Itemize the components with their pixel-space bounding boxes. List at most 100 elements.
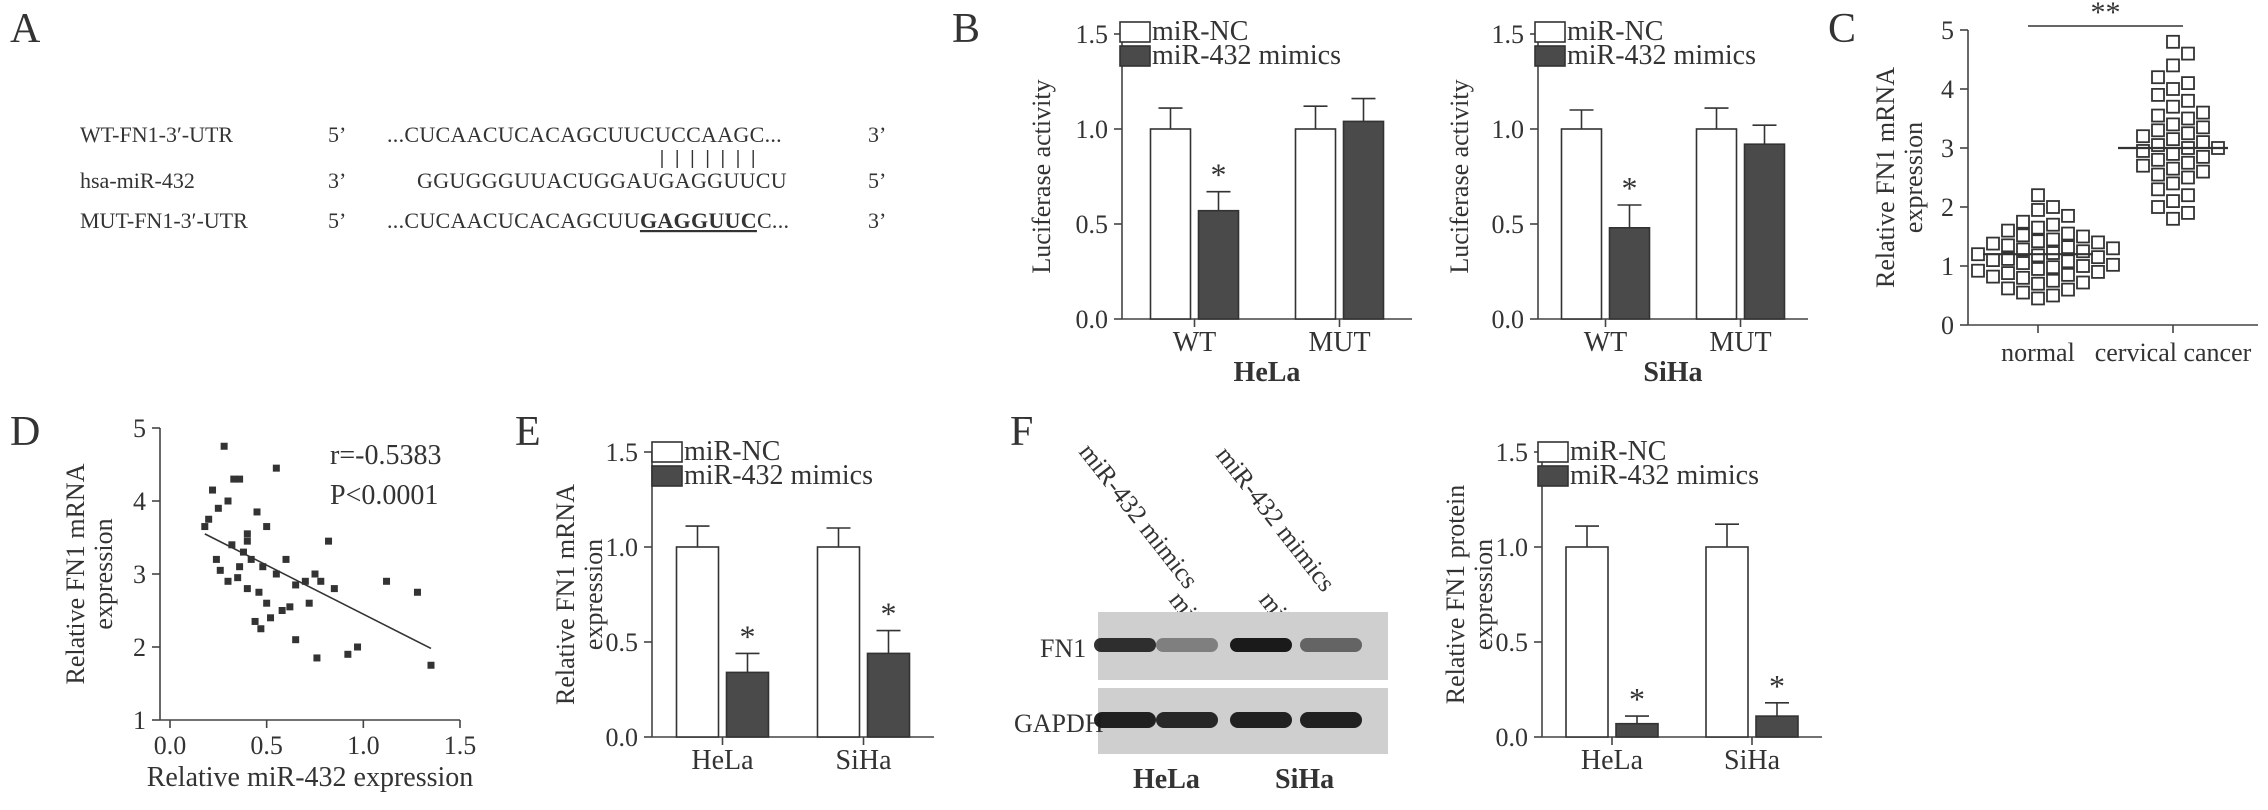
- data-point-normal: [1986, 253, 2000, 268]
- data-point: [224, 497, 232, 505]
- bar-mir-nc: [816, 546, 861, 738]
- data-point: [292, 581, 300, 589]
- data-point-cancer: [2166, 176, 2180, 191]
- y-axis-label: Luciferase activity: [1027, 79, 1056, 273]
- blot-band-gapdh: [1230, 712, 1292, 728]
- data-point-normal: [2016, 242, 2030, 257]
- bar-mir-nc: [1565, 546, 1609, 738]
- y-axis-label: Relative FN1 mRNA: [551, 484, 580, 705]
- y-tick-label: 0.0: [1496, 723, 1529, 752]
- data-point-normal: [2031, 203, 2045, 217]
- y-tick-label: 0.5: [1496, 628, 1529, 657]
- data-point-normal: [1971, 263, 1985, 278]
- y-tick-label: 2: [1941, 193, 1954, 222]
- y-tick-label: 0.0: [1492, 305, 1525, 334]
- data-point: [383, 577, 391, 585]
- data-point: [239, 548, 247, 556]
- y-axis-label: expression: [1469, 539, 1498, 650]
- data-point-cancer: [2181, 155, 2195, 170]
- blot-lane-label-2: miR-432 mimics: [1073, 438, 1204, 594]
- data-point: [236, 563, 244, 571]
- data-point-normal: [2061, 208, 2075, 223]
- y-tick-label: 5: [1941, 16, 1954, 45]
- data-point-normal: [2016, 256, 2030, 270]
- data-point-normal: [2046, 246, 2060, 260]
- significance-star: *: [1769, 668, 1785, 704]
- seq-row-2-sequence: GGUGGGUUACUGGAUGAGGUUCU: [417, 168, 787, 193]
- data-point-normal: [2046, 260, 2060, 275]
- y-axis-label: Luciferase activity: [1445, 79, 1474, 273]
- blot-band-gapdh: [1156, 712, 1218, 728]
- data-point: [311, 570, 319, 578]
- data-point-normal: [2016, 214, 2030, 229]
- seq-row-1-label: WT-FN1-3′-UTR: [80, 122, 233, 147]
- data-point-normal: [2001, 281, 2015, 296]
- blot-lane-label-4: miR-432 mimics: [1210, 441, 1341, 597]
- bar-mir-nc: [1695, 128, 1738, 320]
- data-point-normal: [2031, 291, 2045, 306]
- data-point-normal: [2016, 285, 2030, 300]
- data-point-normal: [2031, 188, 2045, 203]
- data-point: [243, 585, 251, 593]
- legend-label: miR-432 mimics: [684, 460, 873, 491]
- bar-mir-432-mimics: [1197, 209, 1240, 320]
- legend-label: miR-NC: [1567, 16, 1663, 47]
- panel-letter-d: D: [10, 409, 40, 455]
- data-point: [263, 599, 271, 607]
- y-tick-label: 1.0: [1496, 533, 1529, 562]
- panel-letter-e: E: [515, 409, 541, 455]
- data-point: [272, 464, 280, 472]
- data-point-cancer: [2151, 138, 2165, 152]
- data-point: [313, 654, 321, 662]
- y-tick-label: 1.5: [606, 438, 639, 467]
- blot-band-fn1: [1230, 638, 1292, 652]
- legend-swatch: [651, 441, 683, 463]
- x-tick-label: WT: [1584, 327, 1628, 358]
- x-tick-label: cervical cancer: [2095, 338, 2252, 367]
- bar-mir-nc: [1705, 546, 1749, 738]
- legend-swatch: [1119, 21, 1151, 43]
- data-point: [230, 475, 238, 483]
- y-tick-label: 0.0: [606, 723, 639, 752]
- data-point: [354, 643, 362, 651]
- legend-swatch: [1534, 21, 1566, 43]
- significance-star: *: [881, 596, 897, 632]
- legend-swatch: [1537, 441, 1569, 463]
- data-point-normal: [2091, 250, 2105, 265]
- x-tick-label: normal: [2001, 338, 2075, 367]
- significance-star: *: [740, 618, 756, 654]
- data-point: [255, 588, 263, 596]
- seq-row-1-left-end: 5’: [328, 122, 346, 147]
- legend-label: miR-NC: [684, 436, 780, 467]
- data-point-cancer: [2181, 93, 2195, 108]
- data-point: [257, 625, 265, 633]
- x-tick-label: 0.0: [154, 731, 187, 760]
- panel-a-alignment: WT-FN1-3′-UTR 5’ ...CUCAACUCACAGCUUCUCCA…: [80, 122, 886, 233]
- data-point: [344, 650, 352, 658]
- data-point: [209, 486, 217, 494]
- data-point-normal: [1986, 269, 2000, 284]
- data-point: [251, 617, 259, 625]
- data-point: [224, 577, 232, 585]
- data-point: [259, 563, 267, 571]
- data-point: [272, 570, 280, 578]
- significance-star: *: [1211, 157, 1227, 193]
- data-point: [205, 515, 213, 523]
- y-tick-label: 4: [133, 487, 146, 516]
- y-tick-label: 0.5: [1076, 210, 1109, 239]
- data-point-normal: [2031, 248, 2045, 263]
- legend-label: miR-432 mimics: [1567, 40, 1756, 71]
- x-axis-label: Relative miR-432 expression: [147, 762, 474, 793]
- data-point: [201, 523, 209, 531]
- x-tick-label: MUT: [1709, 327, 1771, 358]
- y-tick-label: 0: [1941, 311, 1954, 340]
- chart-f-bar: 0.0 0.5 1.0 1.5 Relative FN1 protein expressi…: [1441, 436, 1822, 776]
- blot-band-fn1: [1156, 638, 1218, 652]
- seq-row-3-mutated-bases: GAGGUUC: [640, 208, 757, 233]
- chart-c: 0 1 2 3 4 5 Relative FN1 mRNA expression normal c…: [1871, 0, 2258, 367]
- data-point-cancer: [2166, 82, 2180, 96]
- data-point-cancer: [2151, 70, 2165, 85]
- data-point-cancer: [2166, 194, 2180, 209]
- data-point-cancer: [2196, 135, 2210, 150]
